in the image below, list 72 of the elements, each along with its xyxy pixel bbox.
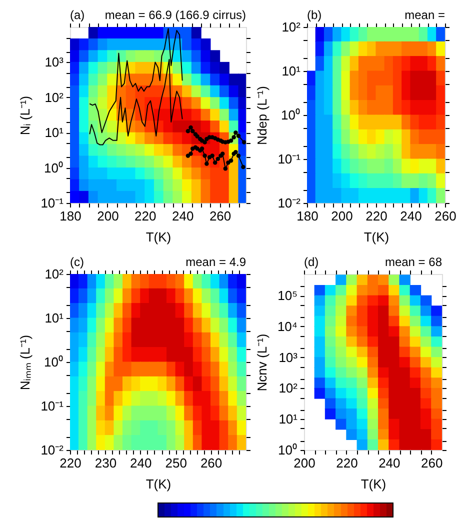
y-tick-label: 10² (278, 380, 298, 396)
chart-title: (d) (304, 255, 319, 269)
point (226, 160, 230, 165)
x-tick-label: 250 (165, 456, 187, 470)
x-axis-title: T(K) (146, 230, 172, 244)
text: mean = 66.9 (166.9 cirrus) (104, 8, 246, 22)
chart-title: (b) (307, 8, 322, 22)
y-tick-label: 10⁰ (278, 442, 298, 458)
chart-title: (c) (70, 255, 84, 269)
y-axis-title: Nᵢ (L⁻¹) (18, 96, 33, 136)
x-tick-label: 260 (434, 208, 456, 224)
y-axis-title: Ncnv (L⁻¹) (254, 334, 270, 392)
y-tick-label: 10¹ (278, 412, 298, 427)
point (241, 164, 246, 170)
x-tick-label: 240 (378, 456, 400, 470)
point (216, 156, 220, 161)
x-tick-label: 240 (400, 208, 422, 224)
point (188, 125, 193, 130)
point (236, 154, 241, 158)
y-tick-label: 10⁻² (40, 442, 64, 458)
y-tick-label: 10⁻¹ (40, 196, 64, 210)
x-tick-label: 220 (366, 208, 388, 224)
x-tick-label: 220 (336, 456, 358, 470)
x-tick-label: 220 (60, 456, 82, 470)
chart-title: (a) (70, 8, 85, 22)
text: mean = 4.9 (186, 255, 246, 269)
x-tick-label: 200 (331, 208, 353, 224)
y-tick-label: 10³ (44, 54, 64, 70)
point (242, 140, 246, 144)
y-tick-label: 10² (282, 20, 302, 34)
point (236, 134, 241, 138)
y-axis-title: Ndep (L⁻¹) (254, 86, 270, 145)
y-tick-label: 10⁻² (278, 196, 302, 210)
point (202, 140, 207, 144)
x-axis-title: T(K) (360, 476, 386, 492)
point (186, 129, 190, 134)
y-tick-label: 10¹ (282, 64, 302, 78)
point (234, 130, 238, 135)
y-axis-title: Nᵢₘₘ (L⁻¹) (18, 334, 33, 390)
point (210, 154, 214, 158)
y-tick-label: 10² (44, 266, 64, 282)
y-tick-label: 10⁻¹ (40, 398, 64, 414)
x-tick-label: 260 (209, 208, 232, 224)
point (190, 129, 195, 134)
y-tick-label: 10⁵ (278, 288, 298, 304)
y-tick-label: 10⁰ (44, 160, 64, 176)
y-tick-label: 10⁴ (277, 318, 298, 334)
x-tick-label: 260 (421, 456, 443, 470)
x-tick-label: 240 (172, 208, 194, 224)
point (228, 138, 234, 143)
text: mean = 68 (384, 255, 442, 269)
x-tick-label: 220 (134, 208, 156, 224)
x-tick-label: 200 (97, 208, 119, 224)
x-axis-title: T(K) (364, 230, 390, 244)
y-tick-label: 10¹ (44, 310, 64, 326)
x-tick-label: 230 (94, 456, 117, 470)
x-axis-title: T(K) (146, 476, 172, 492)
x-tick-label: 200 (294, 456, 316, 470)
y-tick-label: 10⁻¹ (278, 152, 302, 166)
y-tick-label: 10⁰ (44, 354, 64, 370)
x-tick-label: 180 (296, 208, 318, 224)
y-tick-label: 10¹ (44, 125, 64, 140)
point (202, 154, 207, 158)
point (188, 152, 193, 156)
x-tick-label: 260 (200, 456, 222, 470)
x-tick-label: 180 (60, 208, 82, 224)
point (223, 166, 228, 171)
x-tick-label: 240 (130, 456, 152, 470)
y-tick-label: 10⁰ (281, 108, 300, 122)
text: mean = (404, 8, 445, 22)
y-tick-label: 10² (44, 90, 64, 105)
y-tick-label: 10³ (278, 350, 298, 365)
